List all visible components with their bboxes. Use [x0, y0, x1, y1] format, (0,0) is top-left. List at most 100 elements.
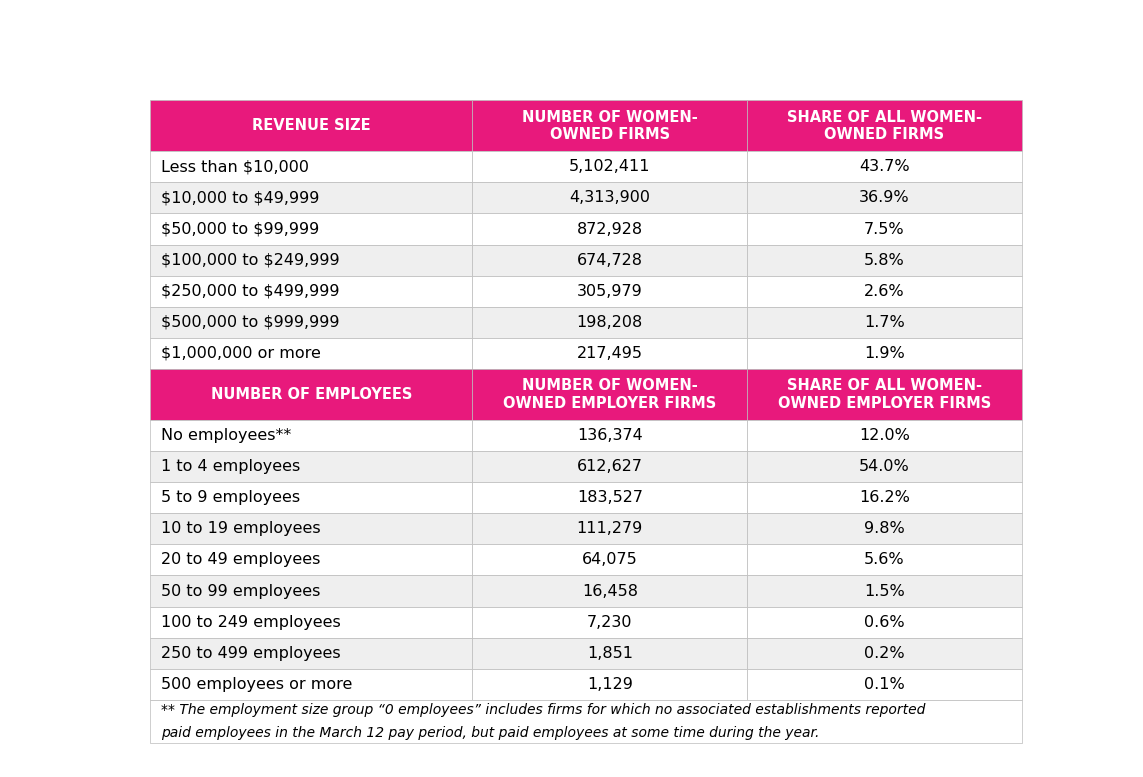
Bar	[472, 545, 748, 576]
Text: 64,075: 64,075	[582, 552, 638, 567]
Bar	[748, 483, 1022, 514]
Bar	[150, 607, 472, 638]
Text: 183,527: 183,527	[577, 490, 642, 505]
Bar	[748, 100, 1022, 152]
Text: $10,000 to $49,999: $10,000 to $49,999	[161, 190, 320, 205]
Bar	[150, 369, 472, 420]
Bar	[472, 607, 748, 638]
Bar	[748, 183, 1022, 214]
Text: NUMBER OF EMPLOYEES: NUMBER OF EMPLOYEES	[210, 387, 411, 402]
Bar	[472, 152, 748, 183]
Text: $1,000,000 or more: $1,000,000 or more	[161, 346, 321, 361]
Text: 5,102,411: 5,102,411	[569, 159, 650, 174]
Bar	[150, 700, 1022, 743]
Bar	[748, 245, 1022, 276]
Text: 5.8%: 5.8%	[864, 253, 905, 267]
Bar	[150, 483, 472, 514]
Text: 1 to 4 employees: 1 to 4 employees	[161, 459, 301, 474]
Text: 16,458: 16,458	[582, 584, 638, 598]
Bar	[748, 307, 1022, 338]
Bar	[150, 100, 472, 152]
Bar	[150, 420, 472, 451]
Text: 1,129: 1,129	[586, 677, 633, 692]
Text: 5 to 9 employees: 5 to 9 employees	[161, 490, 301, 505]
Bar	[472, 100, 748, 152]
Bar	[748, 576, 1022, 607]
Text: 0.1%: 0.1%	[864, 677, 905, 692]
Bar	[150, 214, 472, 245]
Text: 10 to 19 employees: 10 to 19 employees	[161, 521, 321, 536]
Bar	[748, 152, 1022, 183]
Text: 674,728: 674,728	[577, 253, 642, 267]
Text: 136,374: 136,374	[577, 428, 642, 443]
Bar	[472, 276, 748, 307]
Bar	[472, 451, 748, 483]
Bar	[472, 245, 748, 276]
Text: 43.7%: 43.7%	[860, 159, 910, 174]
Text: 50 to 99 employees: 50 to 99 employees	[161, 584, 321, 598]
Text: 217,495: 217,495	[577, 346, 642, 361]
Text: $50,000 to $99,999: $50,000 to $99,999	[161, 221, 320, 236]
Text: 305,979: 305,979	[577, 284, 642, 299]
Text: 0.6%: 0.6%	[864, 615, 904, 629]
Text: $100,000 to $249,999: $100,000 to $249,999	[161, 253, 341, 267]
Bar	[472, 638, 748, 669]
Text: 198,208: 198,208	[576, 315, 642, 330]
Bar	[748, 369, 1022, 420]
Bar	[150, 307, 472, 338]
Bar	[472, 669, 748, 700]
Bar	[150, 638, 472, 669]
Text: 16.2%: 16.2%	[858, 490, 910, 505]
Bar	[748, 276, 1022, 307]
Text: 2.6%: 2.6%	[864, 284, 904, 299]
Bar	[748, 669, 1022, 700]
Text: 36.9%: 36.9%	[860, 190, 910, 205]
Bar	[748, 514, 1022, 545]
Text: 1.5%: 1.5%	[864, 584, 905, 598]
Bar	[472, 338, 748, 369]
Bar	[472, 307, 748, 338]
Bar	[748, 338, 1022, 369]
Text: 100 to 249 employees: 100 to 249 employees	[161, 615, 342, 629]
Text: 872,928: 872,928	[577, 221, 642, 236]
Bar	[150, 669, 472, 700]
Text: $250,000 to $499,999: $250,000 to $499,999	[161, 284, 339, 299]
Bar	[150, 152, 472, 183]
Bar	[472, 576, 748, 607]
Bar	[150, 276, 472, 307]
Bar	[150, 338, 472, 369]
Bar	[150, 576, 472, 607]
Text: NUMBER OF WOMEN-
OWNED EMPLOYER FIRMS: NUMBER OF WOMEN- OWNED EMPLOYER FIRMS	[503, 378, 717, 411]
Text: $500,000 to $999,999: $500,000 to $999,999	[161, 315, 339, 330]
Bar	[748, 607, 1022, 638]
Bar	[150, 183, 472, 214]
Text: ** The employment size group “0 employees” includes firms for which no associate: ** The employment size group “0 employee…	[161, 703, 926, 717]
Text: 9.8%: 9.8%	[864, 521, 905, 536]
Text: 7,230: 7,230	[588, 615, 632, 629]
Bar	[748, 214, 1022, 245]
Text: SHARE OF ALL WOMEN-
OWNED FIRMS: SHARE OF ALL WOMEN- OWNED FIRMS	[786, 110, 982, 142]
Text: 500 employees or more: 500 employees or more	[161, 677, 353, 692]
Text: 54.0%: 54.0%	[858, 459, 910, 474]
Bar	[472, 214, 748, 245]
Text: 7.5%: 7.5%	[864, 221, 904, 236]
Text: 0.2%: 0.2%	[864, 646, 904, 660]
Bar	[748, 420, 1022, 451]
Text: No employees**: No employees**	[161, 428, 291, 443]
Bar	[150, 545, 472, 576]
Text: 1,851: 1,851	[586, 646, 633, 660]
Bar	[472, 420, 748, 451]
Text: 1.9%: 1.9%	[864, 346, 905, 361]
Bar	[150, 451, 472, 483]
Bar	[748, 638, 1022, 669]
Text: 612,627: 612,627	[577, 459, 642, 474]
Text: SHARE OF ALL WOMEN-
OWNED EMPLOYER FIRMS: SHARE OF ALL WOMEN- OWNED EMPLOYER FIRMS	[777, 378, 991, 411]
Bar	[472, 369, 748, 420]
Bar	[472, 183, 748, 214]
Text: Less than $10,000: Less than $10,000	[161, 159, 310, 174]
Text: 5.6%: 5.6%	[864, 552, 904, 567]
Text: 1.7%: 1.7%	[864, 315, 905, 330]
Bar	[472, 483, 748, 514]
Text: paid employees in the March 12 pay period, but paid employees at some time durin: paid employees in the March 12 pay perio…	[161, 726, 820, 740]
Text: 4,313,900: 4,313,900	[569, 190, 650, 205]
